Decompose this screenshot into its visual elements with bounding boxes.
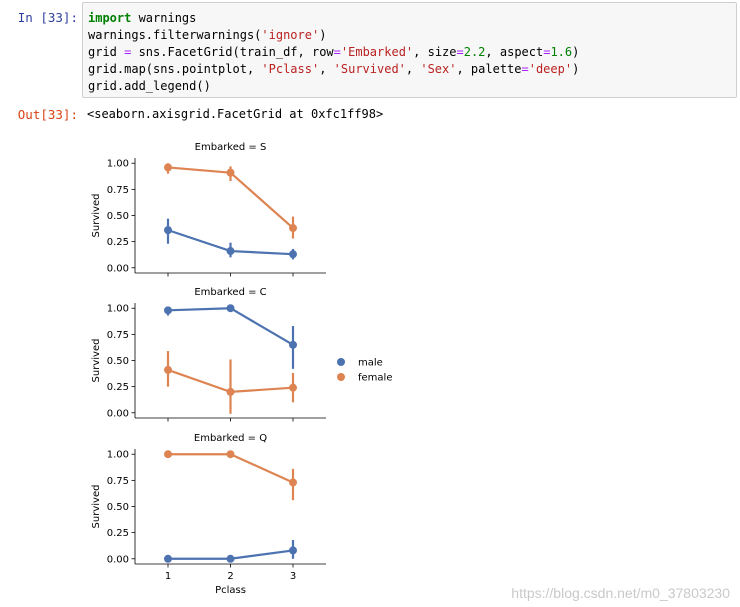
y-tick-label: 0.75: [107, 330, 129, 341]
watermark: https://blog.csdn.net/m0_37803230: [511, 585, 730, 601]
series-line-male: [167, 307, 294, 346]
x-axis-label: Pclass: [215, 585, 246, 596]
code-line[interactable]: grid.add_legend(): [88, 79, 211, 93]
series-line-female: [168, 453, 294, 484]
point-male: [289, 340, 297, 349]
point-female: [289, 478, 297, 487]
code-line[interactable]: import warnings: [88, 11, 197, 25]
y-tick-label: 0.00: [107, 408, 129, 419]
output-prompt: Out[33]:: [17, 107, 78, 122]
y-tick-label: 0.25: [107, 382, 129, 393]
point-female: [226, 168, 235, 177]
point-male: [226, 554, 235, 563]
y-tick-label: 0.50: [107, 502, 129, 513]
point-male: [289, 250, 297, 259]
y-tick-label: 0.75: [107, 476, 129, 487]
input-prompt: In [33]:: [17, 10, 78, 25]
point-female: [289, 383, 297, 392]
point-female: [164, 365, 172, 374]
legend-label-male: male: [358, 358, 383, 369]
y-tick-label: 0.50: [107, 356, 129, 367]
y-tick-label: 1.00: [107, 304, 129, 315]
x-tick-label: 3: [290, 571, 296, 582]
y-tick-label: 0.00: [107, 554, 129, 565]
output-text: <seaborn.axisgrid.FacetGrid at 0xfc1ff98…: [87, 107, 384, 121]
point-male: [289, 546, 297, 555]
point-female: [164, 450, 172, 459]
y-tick-label: 0.25: [107, 528, 129, 539]
point-male: [164, 226, 172, 235]
y-axis-label: Survived: [91, 194, 102, 238]
legend-marker-male: [337, 358, 345, 366]
y-tick-label: 1.00: [107, 450, 129, 461]
code-line[interactable]: grid = sns.FacetGrid(train_df, row='Emba…: [88, 45, 580, 59]
panel-title: Embarked = Q: [194, 433, 267, 444]
x-tick-label: 1: [165, 571, 171, 582]
y-tick-label: 0.50: [107, 211, 129, 222]
point-male: [164, 306, 172, 315]
point-female: [164, 163, 172, 172]
y-tick-label: 0.00: [107, 263, 129, 274]
point-female: [289, 224, 297, 233]
y-tick-label: 1.00: [107, 159, 129, 170]
code-cell[interactable]: import warnings warnings.filterwarnings('…: [82, 2, 737, 98]
y-axis-label: Survived: [91, 339, 102, 383]
legend-marker-female: [337, 373, 345, 381]
point-male: [226, 247, 235, 256]
point-female: [226, 387, 235, 396]
y-axis-label: Survived: [91, 485, 102, 529]
legend-label-female: female: [358, 373, 392, 384]
panel-title: Embarked = S: [195, 142, 267, 153]
x-tick-label: 2: [227, 571, 233, 582]
point-male: [226, 304, 235, 313]
y-tick-label: 0.75: [107, 185, 129, 196]
code-line[interactable]: warnings.filterwarnings('ignore'): [88, 28, 327, 42]
panel-title: Embarked = C: [194, 287, 266, 298]
facetgrid-figure: Embarked = S 0.00 0.25 0.50 0.75 1.00 Survived…: [91, 142, 392, 596]
point-male: [164, 554, 172, 563]
code-line[interactable]: grid.map(sns.pointplot, 'Pclass', 'Survi…: [88, 62, 580, 76]
point-female: [226, 450, 235, 459]
y-tick-label: 0.25: [107, 237, 129, 248]
